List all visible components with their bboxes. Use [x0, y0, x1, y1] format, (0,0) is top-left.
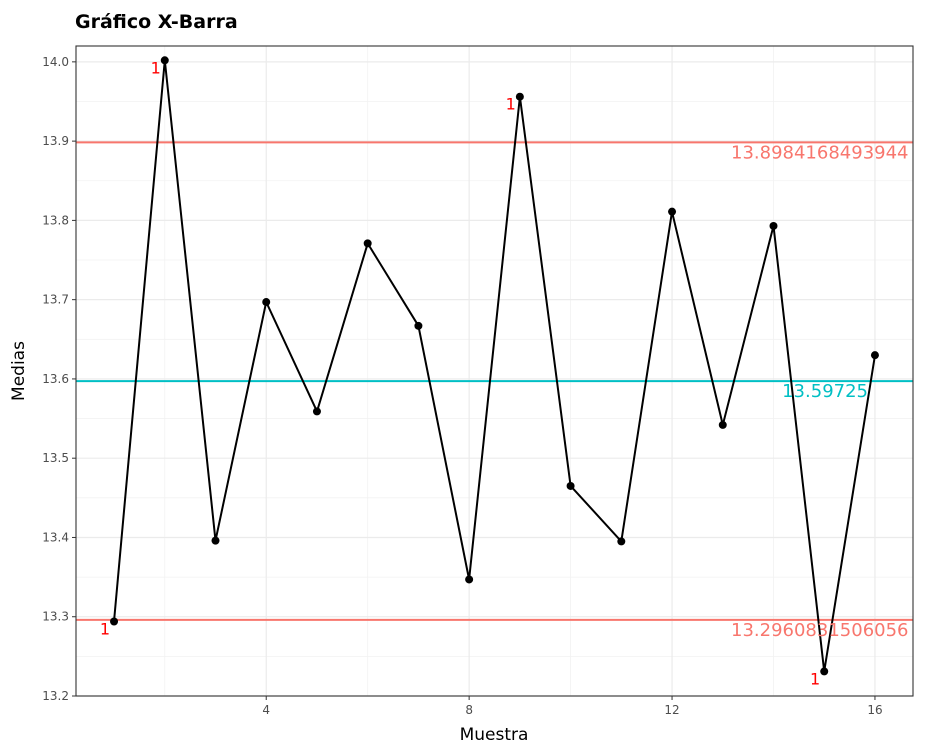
data-point: [820, 667, 829, 676]
flag-label: 1: [506, 95, 516, 114]
x-tick-label: 8: [465, 703, 473, 717]
panel-border: [75, 45, 914, 697]
data-point: [718, 420, 727, 429]
data-points: [110, 56, 879, 676]
y-tick-label: 14.0: [42, 55, 69, 69]
y-axis-ticks: 13.2 13.3 13.4 13.5 13.6 13.7 13.8 13.9 14.0: [42, 55, 76, 703]
reference-lines: [76, 141, 913, 621]
data-point: [617, 537, 626, 546]
data-point: [363, 239, 372, 248]
data-point: [211, 536, 220, 545]
data-point: [515, 92, 524, 101]
flag-label: 1: [100, 619, 110, 638]
ref-label-center: 13.59725: [782, 381, 868, 402]
flag-label: 1: [151, 58, 161, 77]
data-point: [566, 481, 575, 490]
x-axis-title: Muestra: [460, 725, 529, 745]
x-tick-label: 12: [664, 703, 679, 717]
x-tick-label: 16: [867, 703, 882, 717]
y-tick-label: 13.3: [42, 610, 69, 624]
y-tick-label: 13.8: [42, 213, 69, 227]
chart-title: Gráfico X-Barra: [75, 11, 238, 33]
flag-label: 1: [810, 669, 820, 688]
y-tick-label: 13.7: [42, 293, 69, 307]
y-tick-label: 13.4: [42, 530, 69, 544]
data-point: [769, 221, 778, 230]
data-point: [668, 207, 677, 216]
data-point: [110, 617, 119, 626]
y-axis-title: Medias: [9, 341, 29, 401]
x-axis-ticks: 4 8 12 16: [262, 696, 883, 717]
y-tick-label: 13.5: [42, 451, 69, 465]
x-tick-label: 4: [262, 703, 270, 717]
y-tick-label: 13.6: [42, 372, 69, 386]
data-point: [262, 298, 271, 307]
data-point: [312, 407, 321, 416]
y-tick-label: 13.9: [42, 134, 69, 148]
data-point: [414, 321, 423, 330]
ref-label-ucl: 13.8984168493944: [731, 142, 909, 163]
data-point: [870, 351, 879, 360]
series-line: [113, 60, 876, 672]
data-point: [160, 56, 169, 65]
reference-labels: 13.8984168493944 13.59725 13.2960831506056: [731, 142, 909, 640]
data-point: [465, 575, 474, 584]
y-tick-label: 13.2: [42, 689, 69, 703]
flagged-point-labels: 1 1 1 1: [100, 58, 820, 688]
ref-label-lcl: 13.2960831506056: [731, 620, 909, 641]
